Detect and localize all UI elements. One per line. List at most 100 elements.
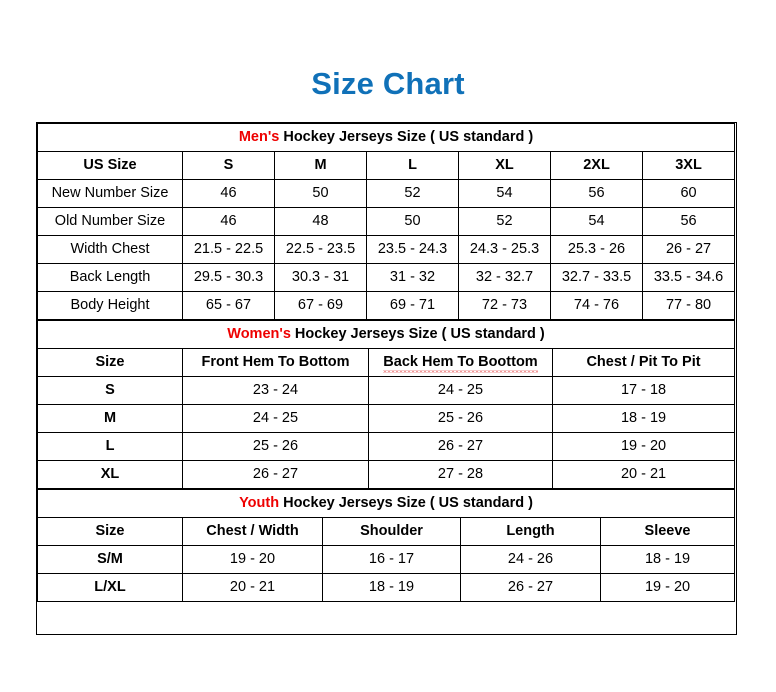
table-row: S 23 - 24 24 - 25 17 - 18 — [37, 376, 736, 405]
youth-col-0: Size — [37, 517, 183, 546]
mens-header-row: US Size S M L XL 2XL 3XL — [37, 151, 736, 180]
mens-row-2-val-3: 24.3 - 25.3 — [458, 235, 551, 264]
mens-row-1-label: Old Number Size — [37, 207, 183, 236]
womens-row-0-val-1: 24 - 25 — [368, 376, 553, 405]
table-row: Back Length 29.5 - 30.3 30.3 - 31 31 - 3… — [37, 263, 736, 292]
womens-col-0: Size — [37, 348, 183, 377]
mens-row-1-val-3: 52 — [458, 207, 551, 236]
mens-row-2-val-5: 26 - 27 — [641, 235, 736, 264]
mens-section-band: Men's Hockey Jerseys Size ( US standard … — [36, 123, 736, 152]
mens-col-0: US Size — [37, 151, 183, 180]
womens-col-1: Front Hem To Bottom — [182, 348, 369, 377]
mens-row-2-val-2: 23.5 - 24.3 — [366, 235, 459, 264]
mens-row-1-val-5: 56 — [641, 207, 736, 236]
mens-row-1-val-1: 48 — [274, 207, 367, 236]
womens-band-rest: Hockey Jerseys Size ( US standard ) — [290, 325, 545, 342]
youth-col-3: Length — [460, 517, 601, 546]
womens-row-0-val-2: 17 - 18 — [551, 376, 736, 405]
mens-row-0-val-1: 50 — [274, 179, 367, 208]
womens-row-2-val-0: 25 - 26 — [182, 432, 369, 461]
mens-row-3-val-3: 32 - 32.7 — [458, 263, 551, 292]
table-row: M 24 - 25 25 - 26 18 - 19 — [37, 404, 736, 433]
mens-row-4-val-2: 69 - 71 — [366, 291, 459, 320]
mens-row-0-val-2: 52 — [366, 179, 459, 208]
table-row: S/M 19 - 20 16 - 17 24 - 26 18 - 19 — [37, 545, 736, 574]
mens-row-2-val-0: 21.5 - 22.5 — [182, 235, 275, 264]
mens-row-4-val-1: 67 - 69 — [274, 291, 367, 320]
mens-row-0-val-5: 60 — [641, 179, 736, 208]
table-row: XL 26 - 27 27 - 28 20 - 21 — [37, 460, 736, 489]
womens-row-3-val-1: 27 - 28 — [368, 460, 553, 489]
mens-row-1-val-4: 54 — [550, 207, 643, 236]
mens-row-2-val-1: 22.5 - 23.5 — [274, 235, 367, 264]
page-title: Size Chart — [311, 66, 465, 101]
mens-row-3-val-5: 33.5 - 34.6 — [641, 263, 736, 292]
mens-col-2: M — [274, 151, 367, 180]
mens-row-4-val-3: 72 - 73 — [458, 291, 551, 320]
womens-col-2: Back Hem To Boottom — [368, 348, 553, 377]
mens-row-0-val-4: 56 — [550, 179, 643, 208]
youth-row-0-val-1: 16 - 17 — [322, 545, 461, 574]
youth-row-0-val-0: 19 - 20 — [182, 545, 323, 574]
mens-row-4-val-0: 65 - 67 — [182, 291, 275, 320]
youth-col-1: Chest / Width — [182, 517, 323, 546]
youth-header-row: Size Chest / Width Shoulder Length Sleev… — [37, 517, 736, 546]
mens-row-1-val-0: 46 — [182, 207, 275, 236]
mens-row-0-val-3: 54 — [458, 179, 551, 208]
womens-header-row: Size Front Hem To Bottom Back Hem To Boo… — [37, 348, 736, 377]
womens-row-1-val-0: 24 - 25 — [182, 404, 369, 433]
table-row: L 25 - 26 26 - 27 19 - 20 — [37, 432, 736, 461]
mens-col-4: XL — [458, 151, 551, 180]
table-row: New Number Size 46 50 52 54 56 60 — [37, 179, 736, 208]
youth-section-band: Youth Hockey Jerseys Size ( US standard … — [36, 489, 736, 518]
womens-row-3-val-0: 26 - 27 — [182, 460, 369, 489]
mens-row-0-label: New Number Size — [37, 179, 183, 208]
mens-band-accent: Men's — [238, 128, 280, 145]
womens-band-row: Women's Hockey Jerseys Size ( US standar… — [36, 320, 736, 349]
womens-row-0-label: S — [37, 376, 183, 405]
youth-band-rest: Hockey Jerseys Size ( US standard ) — [279, 494, 533, 511]
womens-col-3: Chest / Pit To Pit — [551, 348, 736, 377]
youth-band-accent: Youth — [239, 494, 280, 511]
mens-row-3-val-1: 30.3 - 31 — [274, 263, 367, 292]
table-row: Body Height 65 - 67 67 - 69 69 - 71 72 -… — [37, 291, 736, 320]
mens-band-row: Men's Hockey Jerseys Size ( US standard … — [36, 123, 736, 152]
womens-col-2-text: Back Hem To Boottom — [383, 353, 538, 373]
size-chart-tables: Men's Hockey Jerseys Size ( US standard … — [36, 123, 736, 602]
youth-row-1-label: L/XL — [37, 573, 183, 602]
mens-row-2-val-4: 25.3 - 26 — [550, 235, 643, 264]
womens-row-1-val-2: 18 - 19 — [551, 404, 736, 433]
mens-row-3-val-4: 32.7 - 33.5 — [550, 263, 643, 292]
youth-size-table: Youth Hockey Jerseys Size ( US standard … — [36, 489, 736, 602]
youth-row-1-val-1: 18 - 19 — [322, 573, 461, 602]
mens-row-2-label: Width Chest — [37, 235, 183, 264]
mens-row-0-val-0: 46 — [182, 179, 275, 208]
table-row: Old Number Size 46 48 50 52 54 56 — [37, 207, 736, 236]
womens-row-2-val-2: 19 - 20 — [551, 432, 736, 461]
womens-size-table: Women's Hockey Jerseys Size ( US standar… — [36, 320, 736, 489]
mens-row-3-val-0: 29.5 - 30.3 — [182, 263, 275, 292]
mens-row-3-label: Back Length — [37, 263, 183, 292]
table-row: L/XL 20 - 21 18 - 19 26 - 27 19 - 20 — [37, 573, 736, 602]
mens-row-3-val-2: 31 - 32 — [366, 263, 459, 292]
youth-band-row: Youth Hockey Jerseys Size ( US standard … — [36, 489, 736, 518]
womens-row-2-label: L — [37, 432, 183, 461]
table-row: Width Chest 21.5 - 22.5 22.5 - 23.5 23.5… — [37, 235, 736, 264]
womens-row-3-label: XL — [37, 460, 183, 489]
youth-col-2: Shoulder — [322, 517, 461, 546]
youth-row-0-val-2: 24 - 26 — [460, 545, 601, 574]
mens-row-4-val-4: 74 - 76 — [550, 291, 643, 320]
mens-size-table: Men's Hockey Jerseys Size ( US standard … — [36, 123, 736, 320]
womens-row-3-val-2: 20 - 21 — [551, 460, 736, 489]
womens-row-2-val-1: 26 - 27 — [368, 432, 553, 461]
youth-row-1-val-3: 19 - 20 — [599, 573, 736, 602]
youth-row-1-val-0: 20 - 21 — [182, 573, 323, 602]
mens-col-1: S — [182, 151, 275, 180]
womens-row-0-val-0: 23 - 24 — [182, 376, 369, 405]
womens-row-1-label: M — [37, 404, 183, 433]
youth-row-1-val-2: 26 - 27 — [460, 573, 601, 602]
mens-row-4-label: Body Height — [37, 291, 183, 320]
mens-row-1-val-2: 50 — [366, 207, 459, 236]
youth-row-0-val-3: 18 - 19 — [599, 545, 736, 574]
